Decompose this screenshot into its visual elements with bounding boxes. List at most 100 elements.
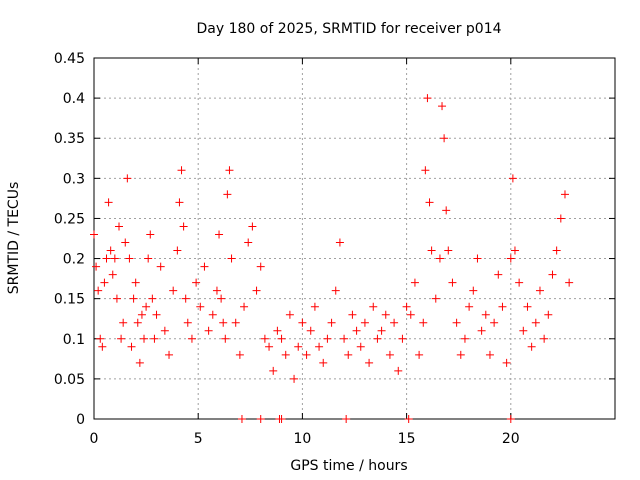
data-point — [152, 310, 161, 319]
data-point — [506, 415, 515, 423]
data-point — [490, 318, 499, 327]
chart-title: Day 180 of 2025, SRMTID for receiver p01… — [196, 21, 501, 37]
y-tick-labels: 0 0.05 0.1 0.15 0.2 0.25 0.3 0.35 0.4 0.45 — [54, 51, 85, 428]
data-point — [212, 286, 221, 295]
data-point — [402, 302, 411, 311]
data-point — [204, 326, 213, 335]
data-point — [506, 254, 515, 263]
data-point — [223, 190, 232, 199]
data-point — [510, 246, 519, 255]
data-point — [544, 310, 553, 319]
data-point — [469, 286, 478, 295]
data-point — [294, 342, 303, 351]
data-point — [227, 254, 236, 263]
data-point — [477, 326, 486, 335]
data-point — [129, 294, 138, 303]
data-point — [248, 222, 257, 231]
data-point — [527, 342, 536, 351]
data-point — [344, 350, 353, 359]
data-point — [523, 302, 532, 311]
data-point — [148, 294, 157, 303]
data-point — [319, 358, 328, 367]
data-point — [144, 254, 153, 263]
data-point — [419, 318, 428, 327]
data-point — [219, 318, 228, 327]
data-point — [540, 334, 549, 343]
data-point — [256, 262, 265, 271]
data-point — [160, 326, 169, 335]
data-point — [365, 358, 374, 367]
data-point — [192, 278, 201, 287]
y-tick-label: 0.3 — [63, 171, 85, 187]
data-point — [385, 350, 394, 359]
data-point — [183, 318, 192, 327]
data-point — [94, 286, 103, 295]
data-point — [125, 254, 134, 263]
data-point — [244, 238, 253, 247]
x-tick-label: 20 — [502, 431, 520, 447]
data-point — [431, 294, 440, 303]
y-tick-label: 0.25 — [54, 211, 85, 227]
data-point — [252, 286, 261, 295]
data-point — [123, 174, 132, 183]
data-point — [119, 318, 128, 327]
data-point — [179, 222, 188, 231]
y-tick-label: 0 — [76, 412, 85, 428]
data-point — [356, 342, 365, 351]
data-point — [381, 310, 390, 319]
data-point — [535, 286, 544, 295]
data-point — [215, 230, 224, 239]
data-point — [140, 334, 149, 343]
data-point — [406, 310, 415, 319]
data-point — [110, 254, 119, 263]
data-point — [425, 198, 434, 207]
data-point — [208, 310, 217, 319]
data-point — [237, 415, 246, 423]
data-point — [285, 310, 294, 319]
data-point — [115, 222, 124, 231]
axis-ticks — [93, 57, 615, 420]
data-point — [508, 174, 517, 183]
data-point — [360, 318, 369, 327]
data-point — [352, 326, 361, 335]
data-point — [302, 350, 311, 359]
data-point — [117, 334, 126, 343]
data-point — [260, 334, 269, 343]
data-point — [515, 278, 524, 287]
data-point — [196, 302, 205, 311]
data-point — [327, 318, 336, 327]
y-tick-label: 0.4 — [63, 91, 85, 107]
data-point — [92, 262, 101, 271]
data-point — [240, 302, 249, 311]
data-point — [444, 246, 453, 255]
data-point — [142, 302, 151, 311]
data-point — [452, 318, 461, 327]
data-point — [373, 334, 382, 343]
data-point — [306, 326, 315, 335]
grid-lines — [94, 58, 615, 419]
data-point — [156, 262, 165, 271]
data-point — [231, 318, 240, 327]
data-point — [390, 318, 399, 327]
data-point — [169, 286, 178, 295]
data-point — [531, 318, 540, 327]
data-point — [465, 302, 474, 311]
data-point — [410, 278, 419, 287]
data-point — [335, 238, 344, 247]
data-point — [265, 342, 274, 351]
data-point — [552, 246, 561, 255]
data-point — [340, 334, 349, 343]
data-point — [150, 334, 159, 343]
data-point — [298, 318, 307, 327]
data-point — [135, 358, 144, 367]
data-point — [342, 415, 351, 423]
data-point — [165, 350, 174, 359]
data-point — [404, 415, 413, 423]
data-point — [331, 286, 340, 295]
data-point — [235, 350, 244, 359]
y-tick-label: 0.15 — [54, 292, 85, 308]
data-point — [290, 374, 299, 383]
data-point — [96, 334, 105, 343]
data-point — [548, 270, 557, 279]
